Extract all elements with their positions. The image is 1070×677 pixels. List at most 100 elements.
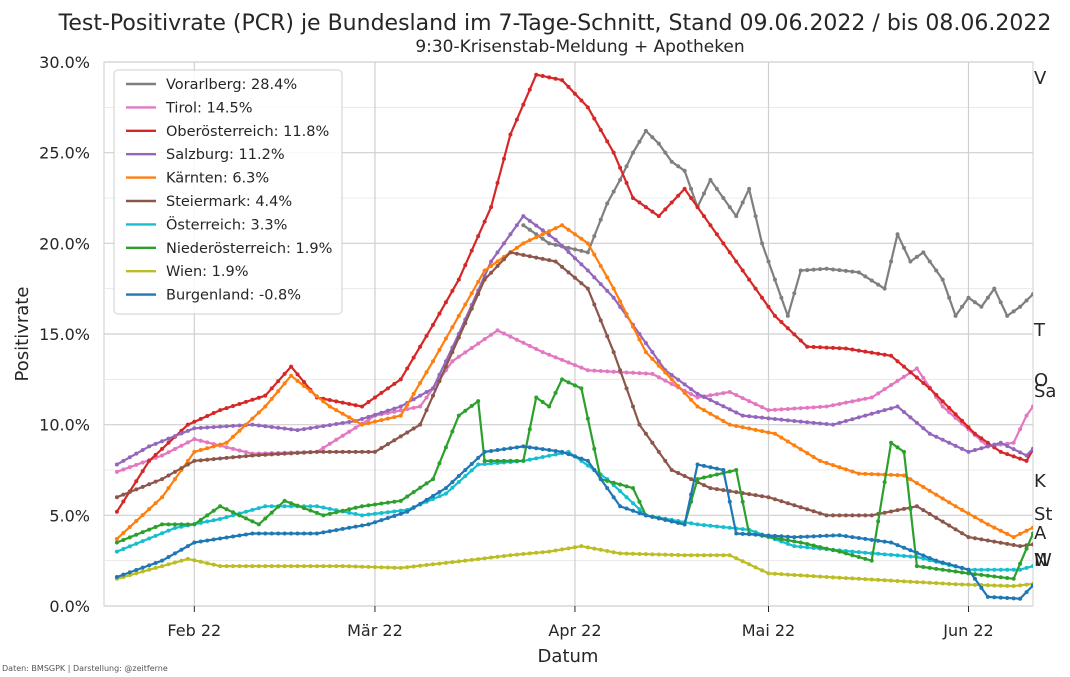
series-point [243, 516, 248, 521]
y-tick-label: 0.0% [49, 597, 90, 616]
series-point [953, 415, 958, 420]
series-point [914, 550, 919, 555]
series-point [231, 455, 236, 460]
series-point [1005, 541, 1010, 546]
series-point [960, 565, 965, 570]
series-point [747, 492, 752, 497]
series-point [256, 506, 261, 511]
series-point [682, 553, 687, 558]
series-point [295, 428, 300, 433]
series-point [411, 564, 416, 569]
series-point [669, 377, 674, 382]
series-point [160, 477, 165, 482]
series-point [327, 511, 332, 516]
series-point [876, 391, 881, 396]
series-point [766, 416, 771, 421]
series-point [443, 445, 448, 450]
series-point [805, 451, 810, 456]
series-point [831, 403, 836, 408]
series-point [856, 270, 861, 275]
series-point [476, 234, 481, 239]
series-point [1063, 571, 1067, 575]
series-point [256, 410, 261, 415]
series-point [618, 368, 623, 373]
series-point [134, 519, 139, 524]
series-point [876, 519, 881, 524]
series-point [392, 415, 397, 420]
series-point [631, 551, 636, 556]
series-point [540, 447, 545, 452]
series-point [527, 427, 532, 432]
series-point [211, 411, 216, 416]
series-point [689, 196, 694, 200]
series-point [282, 564, 287, 569]
series-point [708, 474, 713, 479]
series-point [940, 437, 945, 442]
series-point [353, 449, 358, 454]
series-point [811, 543, 816, 548]
series-point [263, 531, 268, 536]
series-point [1031, 564, 1033, 569]
series-point [843, 467, 848, 472]
series-point [650, 350, 655, 355]
series-point [560, 377, 565, 382]
series-point [385, 510, 390, 515]
series-point [824, 574, 829, 579]
series-point [779, 295, 784, 300]
series-point [663, 150, 668, 155]
series-point [140, 484, 145, 489]
series-point [856, 471, 861, 476]
series-point [566, 245, 571, 250]
series-point [1024, 458, 1029, 463]
series-point [714, 487, 719, 492]
series-point [495, 180, 500, 185]
series-point [792, 544, 797, 549]
series-point [921, 375, 926, 380]
series-point [656, 375, 661, 380]
series-point [611, 286, 616, 291]
series-point [927, 386, 932, 391]
series-point [1024, 413, 1029, 418]
series-point [643, 552, 648, 557]
series-point [643, 205, 648, 210]
series-point [566, 380, 571, 385]
series-point [579, 365, 584, 370]
series-point [618, 177, 623, 182]
series-point [250, 519, 255, 524]
series-point [811, 455, 816, 460]
series-point [618, 165, 623, 170]
series-point [656, 449, 661, 454]
series-point [534, 255, 539, 260]
series-point [572, 275, 577, 280]
series-point [805, 420, 810, 425]
series-point [579, 544, 584, 549]
series-point [527, 227, 532, 232]
series-point [1063, 409, 1067, 413]
series-point [869, 577, 874, 582]
series-point [1011, 447, 1016, 452]
series-point [598, 282, 603, 287]
series-point [624, 370, 629, 375]
series-point [611, 550, 616, 555]
series-point [1057, 572, 1061, 576]
series-point [1024, 298, 1029, 303]
series-point [243, 399, 248, 404]
series-point [172, 526, 177, 531]
series-point [695, 404, 700, 409]
series-point [560, 264, 565, 269]
series-point [127, 573, 132, 578]
series-point [940, 560, 945, 565]
series-point [327, 449, 332, 454]
series-point [895, 508, 900, 513]
series-point [237, 423, 242, 428]
series-point [734, 259, 739, 264]
series-point [508, 132, 513, 137]
series-point [540, 228, 545, 233]
series-point [579, 262, 584, 267]
series-point [1031, 531, 1033, 536]
series-point [856, 576, 861, 581]
series-point [450, 480, 455, 485]
series-point [579, 386, 584, 391]
series-point [669, 552, 674, 557]
